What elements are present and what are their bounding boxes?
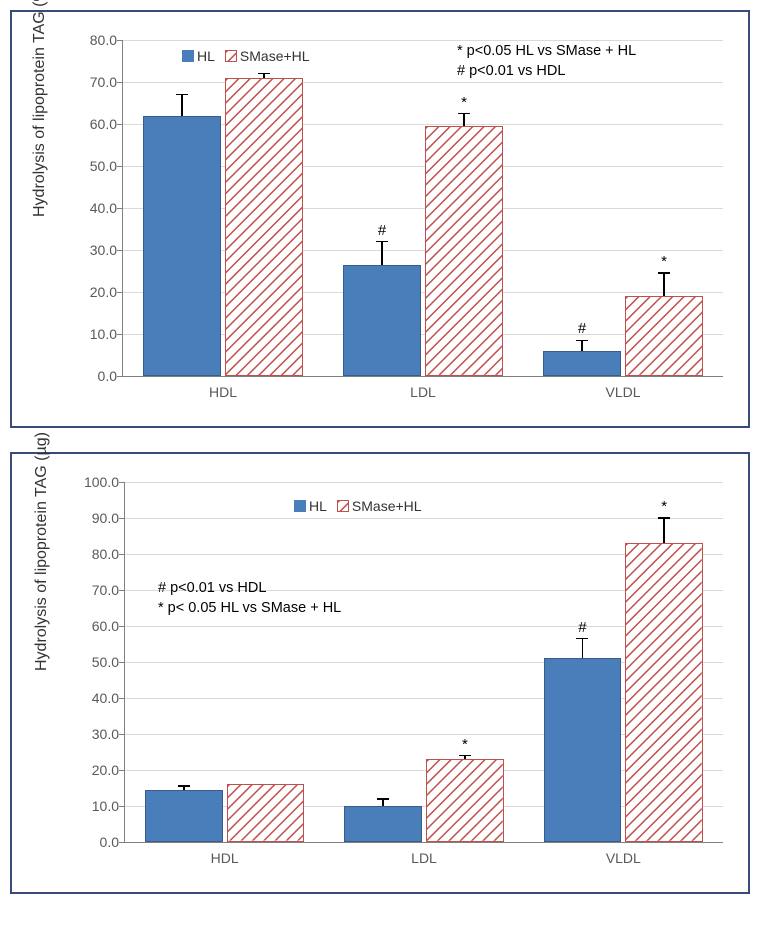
y-tick-label: 10.0 xyxy=(90,326,123,342)
y-tick-label: 80.0 xyxy=(90,32,123,48)
legend-item-hl: HL xyxy=(182,48,215,64)
y-tick-label: 50.0 xyxy=(90,158,123,174)
y-tick-label: 10.0 xyxy=(92,798,125,814)
bar-hl xyxy=(543,351,621,376)
category-label: HDL xyxy=(211,850,239,866)
bar-smase xyxy=(225,78,303,376)
bar-hl xyxy=(344,806,422,842)
y-tick-label: 70.0 xyxy=(92,582,125,598)
legend-item-smase: SMase+HL xyxy=(337,498,422,514)
chart2-annotation-block: # p<0.01 vs HDL* p< 0.05 HL vs SMase + H… xyxy=(158,579,341,618)
chart1-y-axis-title: Hydrolysis of lipoprotein TAG (%) xyxy=(31,197,49,217)
category-label: VLDL xyxy=(606,850,641,866)
annotation-line: # p<0.01 vs HDL xyxy=(457,62,636,82)
bar-annotation: * xyxy=(461,94,467,111)
y-tick-label: 50.0 xyxy=(92,654,125,670)
bar-smase xyxy=(625,296,703,376)
chart1-legend: HL SMase+HL xyxy=(182,48,310,64)
bar-annotation: # xyxy=(578,619,586,636)
bar-annotation: * xyxy=(661,253,667,270)
annotation-line: * p< 0.05 HL vs SMase + HL xyxy=(158,599,341,619)
chart1-plot-area: 0.010.020.030.040.050.060.070.080.0HDLLD… xyxy=(122,40,723,377)
y-tick-label: 60.0 xyxy=(90,116,123,132)
bar-annotation: # xyxy=(378,222,386,239)
legend-label: HL xyxy=(309,498,327,514)
category-label: VLDL xyxy=(605,384,640,400)
legend-swatch-icon xyxy=(294,500,306,512)
legend-label: HL xyxy=(197,48,215,64)
bar-annotation: * xyxy=(661,498,667,515)
bar-smase xyxy=(625,543,703,842)
y-tick-label: 0.0 xyxy=(98,368,123,384)
category-label: HDL xyxy=(209,384,237,400)
legend-swatch-icon xyxy=(182,50,194,62)
y-tick-label: 90.0 xyxy=(92,510,125,526)
chart2-plot-area: 0.010.020.030.040.050.060.070.080.090.01… xyxy=(124,482,723,843)
y-tick-label: 0.0 xyxy=(100,834,125,850)
bar-hl xyxy=(544,658,622,842)
y-tick-label: 100.0 xyxy=(84,474,125,490)
legend-item-hl: HL xyxy=(294,498,327,514)
bar-annotation: * xyxy=(462,736,468,753)
bar-hl xyxy=(143,116,221,376)
chart1-panel: 0.0 10.0 20.0 30.0 40.0 50.0 60.0 70.0 80.0 HDL LD… xyxy=(10,10,750,428)
y-tick-label: 60.0 xyxy=(92,618,125,634)
legend-label: SMase+HL xyxy=(352,498,422,514)
y-tick-label: 20.0 xyxy=(92,762,125,778)
category-label: LDL xyxy=(410,384,436,400)
y-tick-label: 80.0 xyxy=(92,546,125,562)
bar-annotation: # xyxy=(578,320,586,337)
legend-item-smase: SMase+HL xyxy=(225,48,310,64)
annotation-line: * p<0.05 HL vs SMase + HL xyxy=(457,42,636,62)
bar-smase xyxy=(425,126,503,376)
annotation-line: # p<0.01 vs HDL xyxy=(158,579,341,599)
chart2-panel: 0.0 10.0 20.0 30.0 40.0 50.0 60.0 70.0 80.0 90.0 1… xyxy=(10,452,750,894)
y-tick-label: 40.0 xyxy=(92,690,125,706)
bar-smase xyxy=(227,784,305,842)
legend-swatch-icon xyxy=(225,50,237,62)
chart1-annotation-block: * p<0.05 HL vs SMase + HL# p<0.01 vs HDL xyxy=(457,42,636,81)
bar-smase xyxy=(426,759,504,842)
y-tick-label: 30.0 xyxy=(92,726,125,742)
chart2-y-axis-title: Hydrolysis of lipoprotein TAG (µg) xyxy=(33,651,51,671)
y-tick-label: 70.0 xyxy=(90,74,123,90)
legend-swatch-icon xyxy=(337,500,349,512)
y-tick-label: 40.0 xyxy=(90,200,123,216)
legend-label: SMase+HL xyxy=(240,48,310,64)
chart2-legend: HL SMase+HL xyxy=(294,498,422,514)
y-tick-label: 20.0 xyxy=(90,284,123,300)
y-tick-label: 30.0 xyxy=(90,242,123,258)
category-label: LDL xyxy=(411,850,437,866)
bar-hl xyxy=(145,790,223,842)
bar-hl xyxy=(343,265,421,376)
